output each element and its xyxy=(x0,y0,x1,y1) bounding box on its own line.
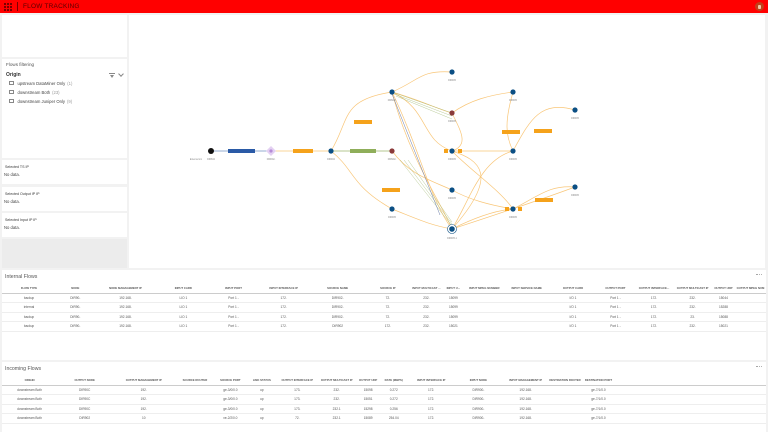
flow-graph[interactable]: External src DIR602 DIR602- DIR902 DIR90… xyxy=(129,15,765,268)
table-row[interactable]: downstream Both DIR902 10 xe-2/2/0.0 up 72. 23… xyxy=(2,413,766,424)
selected-input-ip-panel: Selected Input IP IP No data. xyxy=(2,213,127,237)
table-row[interactable]: backup DIR90- 192.168. LIO 1 Port 1 -172. DIR… xyxy=(2,293,766,303)
top-bar: FLOW TRACKING xyxy=(0,0,768,13)
filter-title: Flows filtering xyxy=(6,62,35,67)
svg-text:DIR905: DIR905 xyxy=(448,198,457,200)
svg-text:DIR905: DIR905 xyxy=(571,118,580,120)
incoming-flows-table: Origin Output Node Output Management IP … xyxy=(2,375,766,424)
table-row[interactable]: downstream Both DIR90C 192. ge-3/0/0.0 up 173… xyxy=(2,385,766,395)
svg-text:DIR905: DIR905 xyxy=(388,217,397,219)
selected-ts-ip-panel: Selected TS IP No data. xyxy=(2,160,127,184)
more-options-icon[interactable] xyxy=(756,366,762,368)
flow-graph-canvas[interactable]: External src DIR602 DIR602- DIR902 DIR90… xyxy=(129,15,765,268)
svg-text:DIR905: DIR905 xyxy=(571,195,580,197)
checkbox[interactable] xyxy=(9,89,14,95)
table-header-row: Flow Type Node Node Management IP Input … xyxy=(2,283,766,294)
filter-option-downstream-both[interactable]: downstream Both (23) xyxy=(2,88,127,96)
internal-flows-panel: Internal Flows Flow Type Node Node Manag… xyxy=(2,270,766,360)
incoming-flows-title: Incoming Flows xyxy=(5,366,42,372)
left-empty-area xyxy=(2,239,127,268)
svg-text:DIR602-: DIR602- xyxy=(267,159,276,161)
svg-text:DIR905: DIR905 xyxy=(509,217,518,219)
svg-text:DIR602: DIR602 xyxy=(207,159,216,161)
incoming-flows-panel: Incoming Flows Origin Output Node Output… xyxy=(2,362,766,432)
svg-text:DIR902: DIR902 xyxy=(327,159,336,161)
selected-output-ip-panel: Selected Output IP IP No data. xyxy=(2,187,127,211)
flows-filtering-panel: Flows filtering Origin upstream DataMine… xyxy=(2,59,127,158)
filter-option-upstream-dataminer[interactable]: upstream DataMiner Only (1) xyxy=(2,79,127,87)
origin-header: Origin xyxy=(2,71,127,78)
app-menu-icon[interactable] xyxy=(4,2,12,11)
svg-text:DIR905: DIR905 xyxy=(448,159,457,161)
table-row[interactable]: downstream Both DIR90C 192. ge-3/0/0.0 up 173… xyxy=(2,404,766,414)
svg-text:DIR905-1: DIR905-1 xyxy=(447,238,458,240)
svg-text:DIR905: DIR905 xyxy=(448,121,457,123)
origin-label: Origin xyxy=(6,72,21,78)
filter-option-downstream-juniper[interactable]: downstream Juniper Only (9) xyxy=(2,97,127,105)
svg-text:DIR905: DIR905 xyxy=(448,80,457,82)
filter-icon[interactable] xyxy=(109,72,115,78)
svg-text:DIR902-: DIR902- xyxy=(388,100,397,102)
svg-text:DIR905: DIR905 xyxy=(509,159,518,161)
app-title: FLOW TRACKING xyxy=(23,3,80,10)
table-header-row: Origin Output Node Output Management IP … xyxy=(2,375,766,386)
internal-flows-title: Internal Flows xyxy=(5,274,38,280)
internal-flows-table: Flow Type Node Node Management IP Input … xyxy=(2,283,766,332)
user-avatar-icon[interactable] xyxy=(755,2,764,11)
checkbox[interactable] xyxy=(9,80,14,86)
table-row[interactable]: backup DIR90- 192.168. LIO 1 Port 1 -172. DIR… xyxy=(2,312,766,322)
svg-text:DIR902-: DIR902- xyxy=(388,159,397,161)
left-blank-panel xyxy=(2,15,127,57)
svg-text:DIR905: DIR905 xyxy=(509,100,518,102)
table-row[interactable]: backup DIR90- 192.168. LIO 1 Port 1 -172. DIR… xyxy=(2,321,766,332)
svg-text:External src: External src xyxy=(190,158,203,161)
table-row[interactable]: internal DIR90- 192.168. LIO 1 Port 1 -172. D… xyxy=(2,302,766,313)
chevron-down-icon[interactable] xyxy=(118,71,124,77)
more-options-icon[interactable] xyxy=(756,274,762,276)
title-divider xyxy=(17,2,18,11)
table-row[interactable]: downstream Both DIR90C 192. ge-3/0/0.0 up 173… xyxy=(2,394,766,405)
checkbox[interactable] xyxy=(9,98,14,104)
